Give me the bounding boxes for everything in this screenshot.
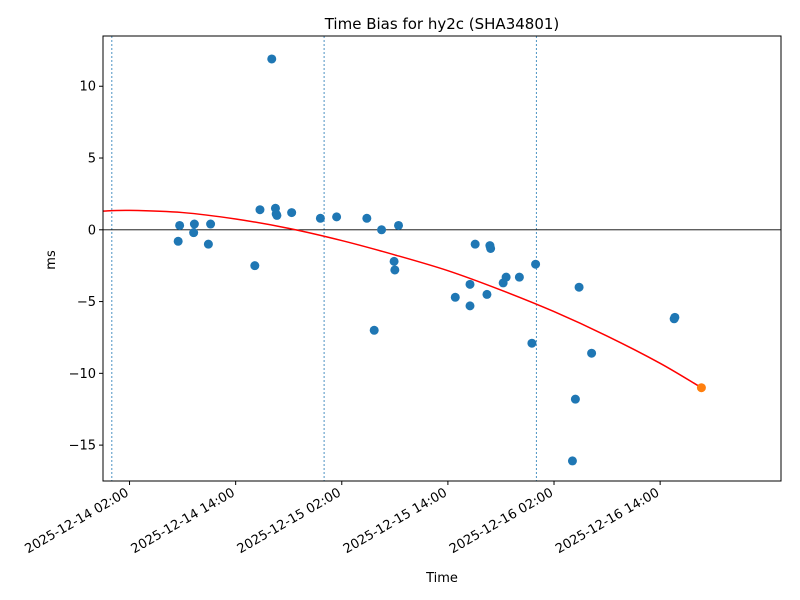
data-point <box>531 259 541 269</box>
x-tick-label: 2025-12-15 14:00 <box>341 485 450 557</box>
data-point <box>362 213 372 223</box>
data-point <box>250 261 260 271</box>
data-point <box>255 205 265 215</box>
x-tick-label: 2025-12-14 02:00 <box>23 485 132 557</box>
data-point <box>189 228 199 238</box>
grid-layer <box>103 36 781 481</box>
data-point <box>514 272 524 282</box>
x-axis-label: Time <box>425 571 458 586</box>
data-point <box>450 292 460 302</box>
data-point <box>570 394 580 404</box>
data-point <box>470 239 480 249</box>
y-tick-label: −10 <box>69 367 96 382</box>
data-point <box>267 54 277 64</box>
y-axis: 10 5 0 −5 −10 −15 <box>69 80 103 454</box>
data-point <box>501 272 511 282</box>
data-point <box>315 213 325 223</box>
x-tick-label: 2025-12-16 14:00 <box>553 485 662 557</box>
data-layer <box>102 54 706 466</box>
data-point <box>482 289 492 299</box>
data-point <box>389 256 399 266</box>
x-tick-label: 2025-12-14 14:00 <box>129 485 238 557</box>
data-point <box>173 236 183 246</box>
chart-title: Time Bias for hy2c (SHA34801) <box>324 15 560 33</box>
y-tick-label: 10 <box>79 80 96 95</box>
y-tick-label: 5 <box>88 152 96 167</box>
data-point <box>486 243 496 253</box>
data-point <box>189 219 199 229</box>
data-point <box>332 212 342 222</box>
data-point <box>587 348 597 358</box>
plot-frame <box>102 35 782 482</box>
y-tick-label: 0 <box>88 223 96 238</box>
data-point <box>175 220 185 230</box>
y-tick-label: −15 <box>69 439 96 454</box>
x-tick-label: 2025-12-16 02:00 <box>447 485 556 557</box>
data-point <box>670 312 680 322</box>
data-point <box>574 282 584 292</box>
data-point <box>287 208 297 218</box>
data-point <box>465 279 475 289</box>
data-point <box>203 239 213 249</box>
data-point <box>369 325 379 335</box>
data-point <box>465 301 475 311</box>
data-point <box>567 456 577 466</box>
latest-data-point <box>696 383 706 393</box>
data-point <box>206 219 216 229</box>
fit-curve <box>102 209 702 389</box>
data-point <box>390 265 400 275</box>
data-point <box>272 210 282 220</box>
y-tick-label: −5 <box>77 295 96 310</box>
data-point <box>394 220 404 230</box>
y-axis-label: ms <box>44 250 59 270</box>
data-point <box>377 225 387 235</box>
data-point <box>527 338 537 348</box>
x-tick-label: 2025-12-15 02:00 <box>235 485 344 557</box>
